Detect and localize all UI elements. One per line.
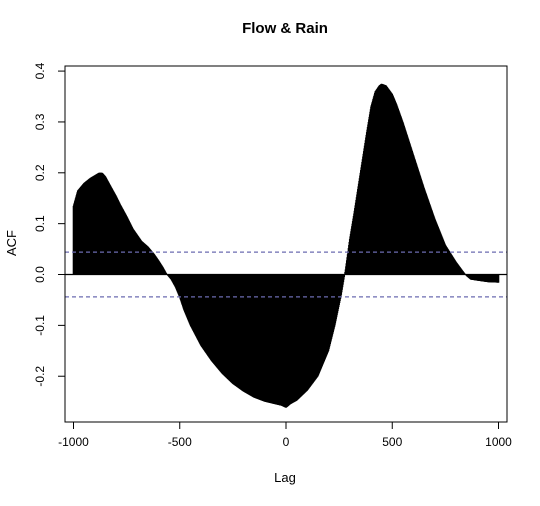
- y-tick-label: 0.3: [33, 113, 47, 130]
- y-tick-label: -0.1: [33, 315, 47, 336]
- y-tick-label: 0.1: [33, 215, 47, 232]
- x-tick-label: 500: [382, 435, 402, 449]
- x-tick-label: -1000: [58, 435, 89, 449]
- x-tick-label: -500: [168, 435, 192, 449]
- x-axis-label: Lag: [274, 470, 296, 485]
- acf-bars: [72, 83, 500, 408]
- x-axis: -1000 -500 0 500 1000: [58, 421, 512, 449]
- y-axis-label: ACF: [4, 230, 19, 256]
- x-tick-label: 1000: [485, 435, 512, 449]
- y-tick-label: -0.2: [33, 366, 47, 387]
- y-tick-label: 0.4: [33, 62, 47, 79]
- y-tick-label: 0.2: [33, 164, 47, 181]
- y-tick-label: 0.0: [33, 266, 47, 283]
- y-axis: -0.2 -0.1 0.0 0.1 0.2 0.3 0.4: [33, 62, 66, 387]
- chart-title: Flow & Rain: [242, 20, 328, 37]
- x-tick-label: 0: [283, 435, 290, 449]
